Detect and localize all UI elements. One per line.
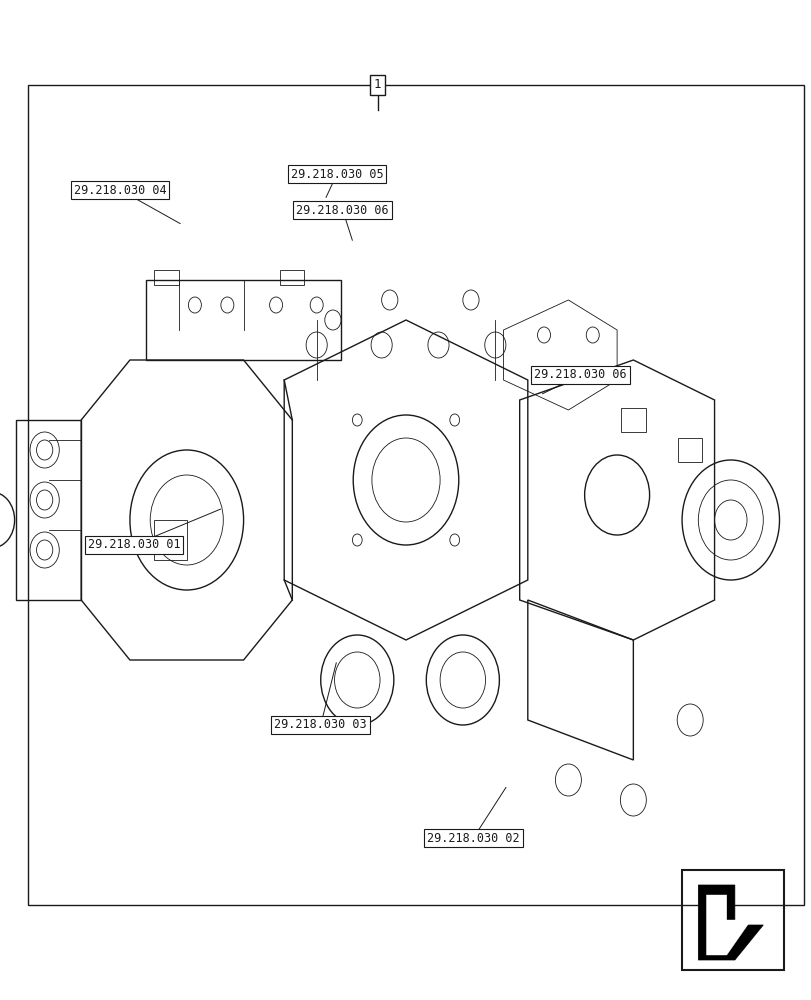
Text: 29.218.030 06: 29.218.030 06 <box>534 368 626 381</box>
Bar <box>620 408 645 432</box>
Text: 29.218.030 06: 29.218.030 06 <box>296 204 388 217</box>
Polygon shape <box>697 885 762 960</box>
Bar <box>681 870 783 970</box>
Circle shape <box>30 482 59 518</box>
Text: 29.218.030 05: 29.218.030 05 <box>290 167 383 180</box>
Bar <box>280 270 304 285</box>
Text: 1: 1 <box>373 79 381 92</box>
Bar <box>677 438 702 462</box>
Text: 29.218.030 01: 29.218.030 01 <box>88 538 180 552</box>
Bar <box>154 520 187 560</box>
Bar <box>154 270 178 285</box>
Circle shape <box>30 532 59 568</box>
Circle shape <box>30 432 59 468</box>
Text: 29.218.030 02: 29.218.030 02 <box>427 832 519 844</box>
Text: 29.218.030 04: 29.218.030 04 <box>74 184 166 196</box>
Bar <box>28 85 803 905</box>
Polygon shape <box>706 895 750 955</box>
Text: 29.218.030 03: 29.218.030 03 <box>274 718 367 732</box>
